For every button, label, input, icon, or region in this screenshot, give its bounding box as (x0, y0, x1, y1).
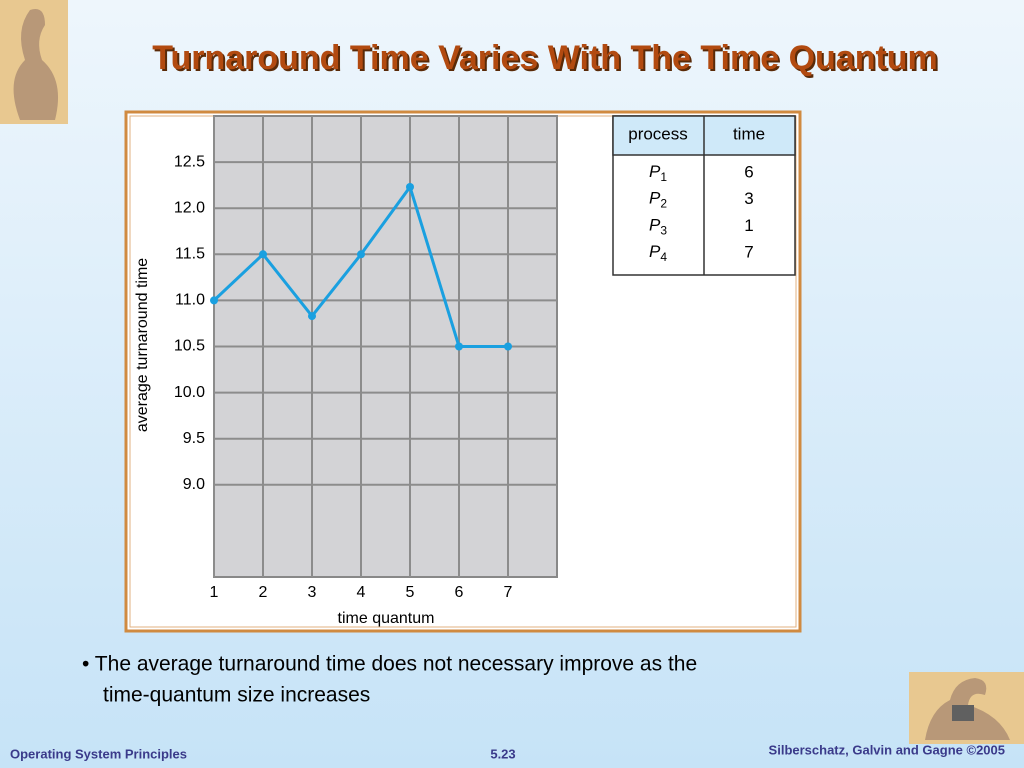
table-header: time (733, 124, 765, 143)
x-tick-label: 2 (259, 584, 268, 601)
title-shadow: Turnaround Time Varies With The Time Qua… (154, 41, 940, 79)
y-tick-label: 11.5 (175, 246, 205, 263)
point (504, 342, 512, 351)
x-tick-label: 3 (308, 584, 317, 601)
point (210, 296, 218, 305)
dinosaur-icon (909, 672, 1024, 744)
y-tick-label: 9.5 (183, 430, 205, 447)
process-subscript: 2 (660, 197, 667, 211)
y-axis-label: average turnaround time (134, 258, 151, 432)
x-tick-label: 4 (357, 584, 366, 601)
slide-title: Turnaround Time Varies With The Time Qua… (152, 39, 938, 77)
point (259, 250, 267, 259)
point (308, 312, 316, 321)
process-letter: P (649, 162, 661, 181)
table-cell: 6 (744, 162, 753, 181)
table-cell: 3 (744, 189, 753, 208)
table (612, 115, 796, 276)
process-subscript: 1 (660, 170, 667, 184)
process-subscript: 3 (660, 224, 667, 238)
point (455, 342, 463, 351)
footer-left: Operating System Principles (10, 746, 187, 761)
point (406, 182, 414, 191)
x-tick-label: 7 (504, 584, 513, 601)
bullet-line: time-quantum size increases (103, 684, 370, 707)
y-tick-label: 9.0 (183, 476, 205, 493)
table-cell: P2 (649, 189, 667, 211)
process-letter: P (649, 216, 661, 235)
table-cell: P3 (649, 216, 667, 238)
point (357, 250, 365, 259)
table-cell: P4 (649, 243, 667, 265)
process-letter: P (649, 243, 661, 262)
y-tick-label: 12.5 (174, 153, 205, 170)
x-tick-label: 5 (406, 584, 415, 601)
process-letter: P (649, 189, 661, 208)
process-subscript: 4 (660, 250, 667, 264)
y-tick-label: 11.0 (175, 292, 205, 309)
y-tick-label: 10.5 (174, 338, 205, 355)
y-tick-label: 10.0 (174, 384, 205, 401)
x-axis-label: time quantum (338, 610, 435, 627)
footer-right: Silberschatz, Galvin and Gagne ©2005 (769, 742, 1005, 757)
table-cell: 1 (744, 216, 753, 235)
footer-center: 5.23 (490, 746, 515, 761)
x-tick-label: 6 (455, 584, 464, 601)
x-tick-label: 1 (210, 584, 219, 601)
table-header: process (628, 124, 688, 143)
dinosaur-icon (0, 0, 68, 124)
table-cell: P1 (649, 162, 667, 184)
table-cell: 7 (744, 243, 753, 262)
bullet-line: • The average turnaround time does not n… (82, 653, 697, 676)
y-tick-label: 12.0 (174, 199, 205, 216)
